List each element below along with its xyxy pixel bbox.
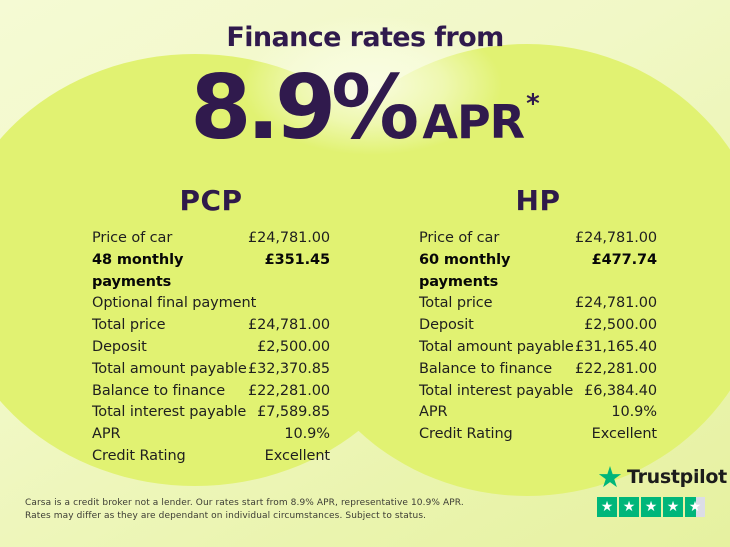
row-label: Deposit [92,338,147,355]
row-label: Total interest payable [92,404,247,421]
hp-column: HP Price of car £24,781.00 60 monthly paym… [419,184,657,446]
rating-star-box: ★ [685,497,705,517]
disclaimer: Carsa is a credit broker not a lender. O… [25,497,464,523]
row-value: 10.9% [611,404,657,421]
table-row: Balance to finance £22,281.00 [419,359,657,381]
row-label: Deposit [419,317,474,334]
row-label: Credit Rating [92,447,186,464]
table-row: Total amount payable £31,165.40 [419,337,657,359]
table-row: Total amount payable £32,370.85 [92,359,330,381]
table-row: 48 monthly payments £351.45 [92,250,330,294]
row-value: £2,500.00 [257,338,330,355]
table-row: Deposit £2,500.00 [92,337,330,359]
rating-star-box: ★ [641,497,661,517]
row-label: Balance to finance [92,382,226,399]
row-label: Total price [419,295,493,312]
table-row: Credit Rating Excellent [92,446,330,468]
trustpilot-badge: ★ Trustpilot ★ ★ ★ ★ ★ [597,462,727,517]
row-value: £351.45 [264,251,330,268]
table-row: Total interest payable £7,589.85 [92,402,330,424]
row-value: £24,781.00 [247,317,330,334]
table-row: APR 10.9% [419,402,657,424]
row-label: 60 monthly payments [419,251,511,290]
disclaimer-line-2: Rates may differ as they are dependant o… [25,511,427,521]
table-row: 60 monthly payments £477.74 [419,250,657,294]
apr-footnote-marker: * [526,89,540,119]
row-value: £32,370.85 [247,360,330,377]
row-label: Balance to finance [419,360,553,377]
row-value: £24,781.00 [247,230,330,246]
row-value: £31,165.40 [574,338,657,355]
trustpilot-logo: ★ Trustpilot [597,462,727,492]
table-row: Total price £24,781.00 [92,315,330,337]
row-label: Total amount payable [92,360,247,377]
trustpilot-rating: ★ ★ ★ ★ ★ [597,497,727,517]
row-value: £24,781.00 [574,295,657,312]
row-value: £24,781.00 [574,230,657,246]
table-row: Total interest payable £6,384.40 [419,381,657,403]
rate-value: 8.9% [190,56,419,159]
rating-star-box: ★ [663,497,683,517]
table-row: Credit Rating Excellent [419,424,657,446]
row-label: 48 monthly payments [92,251,184,290]
row-label: Price of car [419,230,500,246]
row-value: 10.9% [284,426,330,443]
pcp-table: Price of car £24,781.00 48 monthly payment… [92,228,330,468]
trustpilot-star-icon: ★ [597,459,623,494]
disclaimer-line-1: Carsa is a credit broker not a lender. O… [25,498,464,508]
pcp-column: PCP Price of car £24,781.00 48 monthly pay… [92,184,330,468]
hp-table: Price of car £24,781.00 60 monthly payment… [419,228,657,446]
table-row: Price of car £24,781.00 [92,228,330,250]
row-label: APR [92,426,121,443]
row-label: APR [419,404,448,421]
row-label: Total amount payable [419,338,574,355]
row-value: £22,281.00 [574,360,657,377]
row-label: Price of car [92,230,173,246]
table-row: APR 10.9% [92,424,330,446]
row-value: £6,384.40 [584,382,657,399]
table-row: Total price £24,781.00 [419,293,657,315]
trustpilot-wordmark: Trustpilot [627,466,727,488]
row-value: £2,500.00 [584,317,657,334]
row-value: Excellent [264,447,330,464]
apr-label: APR [422,95,525,149]
table-row: Balance to finance £22,281.00 [92,381,330,403]
table-row: Deposit £2,500.00 [419,315,657,337]
banner-title: Finance rates from [226,22,504,53]
row-value: £7,589.85 [257,404,330,421]
row-label: Total price [92,317,166,334]
table-row: Optional final payment [92,293,330,315]
hp-column-header: HP [515,184,561,217]
row-value: £477.74 [591,251,657,268]
headline-glow [242,15,502,155]
row-label: Total interest payable [419,382,574,399]
row-value: £22,281.00 [247,382,330,399]
table-row: Price of car £24,781.00 [419,228,657,250]
row-value: Excellent [591,426,657,443]
rating-star-box: ★ [597,497,617,517]
row-label: Credit Rating [419,426,513,443]
headline-rate: 8.9% APR * [0,56,730,159]
pcp-column-header: PCP [179,184,243,217]
rating-star-box: ★ [619,497,639,517]
row-label: Optional final payment [92,295,257,312]
